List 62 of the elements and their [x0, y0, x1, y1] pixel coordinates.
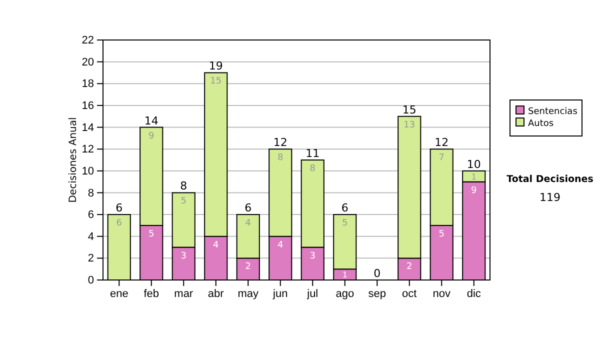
data-label: 1: [342, 270, 348, 280]
data-label: 5: [180, 196, 186, 207]
data-label: 15: [210, 76, 222, 87]
x-tick-label: feb: [144, 288, 160, 300]
y-tick-label: 2: [88, 252, 94, 265]
y-tick-label: 6: [88, 209, 94, 222]
y-tick-label: 12: [82, 144, 94, 156]
total-label: 0: [374, 267, 381, 280]
data-label: 4: [278, 240, 284, 250]
total-label: 10: [466, 158, 481, 171]
total-label: 8: [180, 180, 188, 193]
data-label: 6: [116, 218, 122, 229]
total-label: 12: [434, 136, 449, 150]
y-tick-label: 20: [82, 56, 94, 68]
y-tick-label: 16: [82, 100, 94, 112]
total-label: 14: [144, 114, 158, 128]
total-label: 6: [341, 202, 348, 215]
x-tick-label: may: [238, 288, 260, 300]
data-label: 1: [471, 172, 476, 182]
x-tick-label: dic: [466, 288, 482, 300]
data-label: 5: [438, 229, 444, 240]
x-tick-label: sep: [368, 288, 386, 300]
x-tick-label: jul: [306, 288, 318, 300]
x-tick-label: abr: [208, 288, 224, 300]
data-label: 5: [148, 229, 154, 240]
data-label: 3: [310, 251, 316, 262]
data-label: 4: [213, 240, 220, 250]
x-tick-label: ene: [110, 288, 128, 300]
y-tick-label: 22: [82, 34, 94, 47]
total-label: 11: [306, 147, 320, 160]
text: Total Decisiones: [506, 174, 594, 185]
data-label: 9: [471, 186, 478, 196]
total-label: 12: [273, 136, 288, 150]
data-label: 4: [245, 218, 252, 229]
x-tick-label: jun: [272, 288, 288, 300]
text: 119: [540, 191, 560, 204]
x-tick-label: ago: [336, 288, 354, 300]
y-tick-label: 8: [88, 187, 94, 200]
total-label: 15: [402, 103, 416, 116]
y-tick-label: 14: [82, 122, 94, 134]
data-label: 7: [438, 153, 444, 164]
data-label: 9: [148, 131, 155, 142]
legend-label: Sentencias: [528, 107, 578, 117]
data-label: 5: [342, 218, 348, 229]
x-tick-label: oct: [402, 288, 417, 300]
legend-label: Autos: [528, 119, 554, 129]
x-tick-label: nov: [432, 288, 451, 300]
x-tick-label: mar: [174, 288, 194, 300]
y-tick-label: 0: [88, 274, 94, 287]
data-label: 2: [406, 262, 412, 272]
y-tick-label: 4: [88, 230, 94, 243]
total-label: 6: [244, 202, 252, 215]
data-label: 13: [404, 120, 416, 130]
data-label: 2: [245, 262, 251, 272]
data-label: 8: [310, 164, 316, 174]
y-tick-label: 10: [82, 165, 94, 178]
y-axis-title: Decisiones Anual: [68, 117, 79, 203]
y-tick-label: 18: [82, 78, 94, 90]
data-label: 3: [180, 251, 186, 262]
total-label: 6: [116, 202, 123, 215]
data-label: 8: [278, 153, 284, 164]
total-label: 19: [208, 60, 223, 73]
